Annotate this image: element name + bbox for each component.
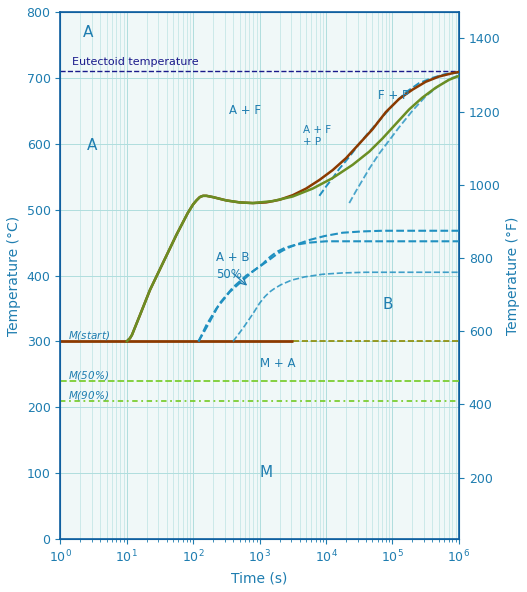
X-axis label: Time (s): Time (s) xyxy=(231,571,288,585)
Text: $M$(50%): $M$(50%) xyxy=(68,369,109,382)
Text: M: M xyxy=(260,465,272,480)
Text: 50%: 50% xyxy=(216,268,242,281)
Text: A: A xyxy=(86,139,97,153)
Text: F + P: F + P xyxy=(378,89,409,102)
Text: $M$(start): $M$(start) xyxy=(68,329,110,342)
Text: A: A xyxy=(83,25,93,40)
Text: $M$(90%): $M$(90%) xyxy=(68,388,109,401)
Y-axis label: Temperature (°F): Temperature (°F) xyxy=(506,216,520,334)
Text: Eutectoid temperature: Eutectoid temperature xyxy=(72,57,199,67)
Text: B: B xyxy=(382,297,393,311)
Text: A + F
+ P: A + F + P xyxy=(303,126,331,147)
Text: M + A: M + A xyxy=(260,356,295,369)
Text: A + B: A + B xyxy=(216,251,249,264)
Text: A + F: A + F xyxy=(229,104,261,117)
Y-axis label: Temperature (°C): Temperature (°C) xyxy=(7,215,21,336)
